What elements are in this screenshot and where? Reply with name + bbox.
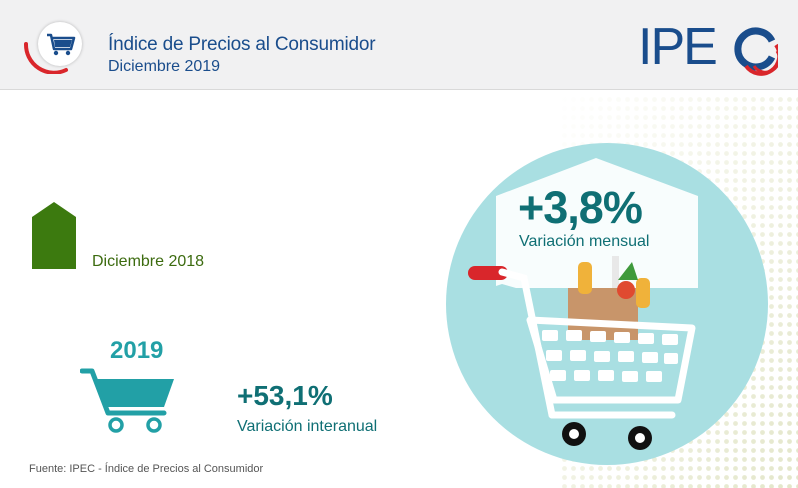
- annual-variation-value: +53,1%: [237, 380, 333, 411]
- house-arrow-icon: [32, 202, 76, 269]
- shopping-cart-icon: [47, 33, 76, 56]
- header-bar: Índice de Precios al Consumidor Diciembr…: [0, 0, 798, 90]
- page-title: Índice de Precios al Consumidor: [108, 34, 376, 55]
- grocery-cart-icon: [468, 256, 696, 450]
- reference-period-label: Diciembre 2018: [92, 253, 205, 270]
- annual-year: 2019: [110, 337, 164, 364]
- monthly-variation-label: Variación mensual: [519, 233, 650, 250]
- page-subtitle: Diciembre 2019: [108, 58, 221, 75]
- monthly-variation-value: +3,8%: [518, 182, 643, 233]
- ipec-logo: IPE: [638, 18, 778, 76]
- cart-logo-circle: [38, 22, 82, 66]
- annual-variation-label: Variación interanual: [237, 418, 378, 435]
- ipec-logo-text: IPE: [638, 18, 716, 76]
- speech-house-shape: [496, 158, 698, 288]
- small-cart-icon: [80, 368, 174, 433]
- red-arc-decoration: [23, 42, 68, 74]
- source-note: Fuente: IPEC - Índice de Precios al Cons…: [29, 463, 264, 475]
